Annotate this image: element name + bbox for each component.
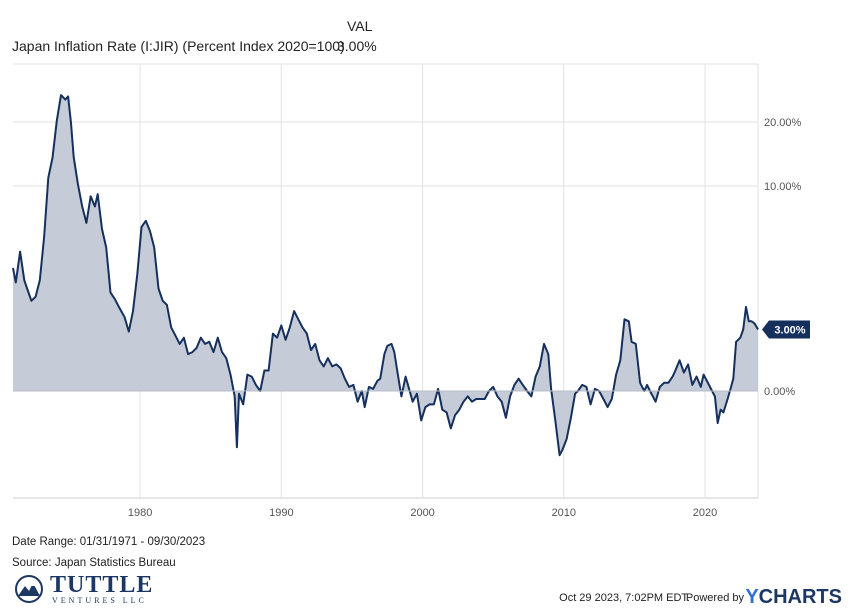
ycharts-y: Y [745, 586, 759, 608]
source-note: Source: Japan Statistics Bureau [12, 557, 176, 569]
x-axis: 1980 1990 2000 2010 2020 [128, 507, 717, 519]
x-tick-label: 1980 [128, 507, 152, 519]
y-tick-label: 0.00% [764, 386, 795, 398]
y-tick-label: 10.00% [764, 181, 802, 193]
powered-by-label: Powered by [685, 592, 744, 604]
series-line [12, 94, 759, 457]
value-column-heading: VAL [347, 18, 373, 34]
chart-area: 0.00% 10.00% 20.00% 1980 1990 2000 2010 2020 3… [12, 63, 810, 519]
date-range: Date Range: 01/31/1971 - 09/30/2023 [12, 536, 206, 548]
y-tick-label: 20.00% [764, 117, 802, 129]
mountain-logo-icon [15, 575, 43, 603]
last-value-badge: 3.00% [762, 320, 810, 339]
badge-shape [762, 320, 810, 339]
x-tick-label: 2000 [410, 507, 434, 519]
badge-label: 3.00% [774, 325, 805, 337]
x-tick-label: 2010 [552, 507, 576, 519]
current-value: 3.00% [337, 38, 377, 54]
ycharts-logo[interactable]: YCHARTS [745, 586, 842, 609]
grid-lines [13, 63, 759, 499]
y-axis: 0.00% 10.00% 20.00% [764, 117, 802, 398]
x-tick-label: 1990 [269, 507, 293, 519]
brand-subtitle: VENTURES LLC [52, 596, 147, 605]
series-area-fill [13, 95, 758, 456]
timestamp: Oct 29 2023, 7:02PM EDT. [559, 592, 690, 604]
chart-title: Japan Inflation Rate (I:JIR) (Percent In… [12, 38, 345, 54]
brand-name: TUTTLE [50, 572, 154, 598]
ycharts-wordmark: CHARTS [758, 586, 842, 608]
brand-logo: TUTTLE VENTURES LLC [14, 572, 174, 606]
x-tick-label: 2020 [693, 507, 717, 519]
